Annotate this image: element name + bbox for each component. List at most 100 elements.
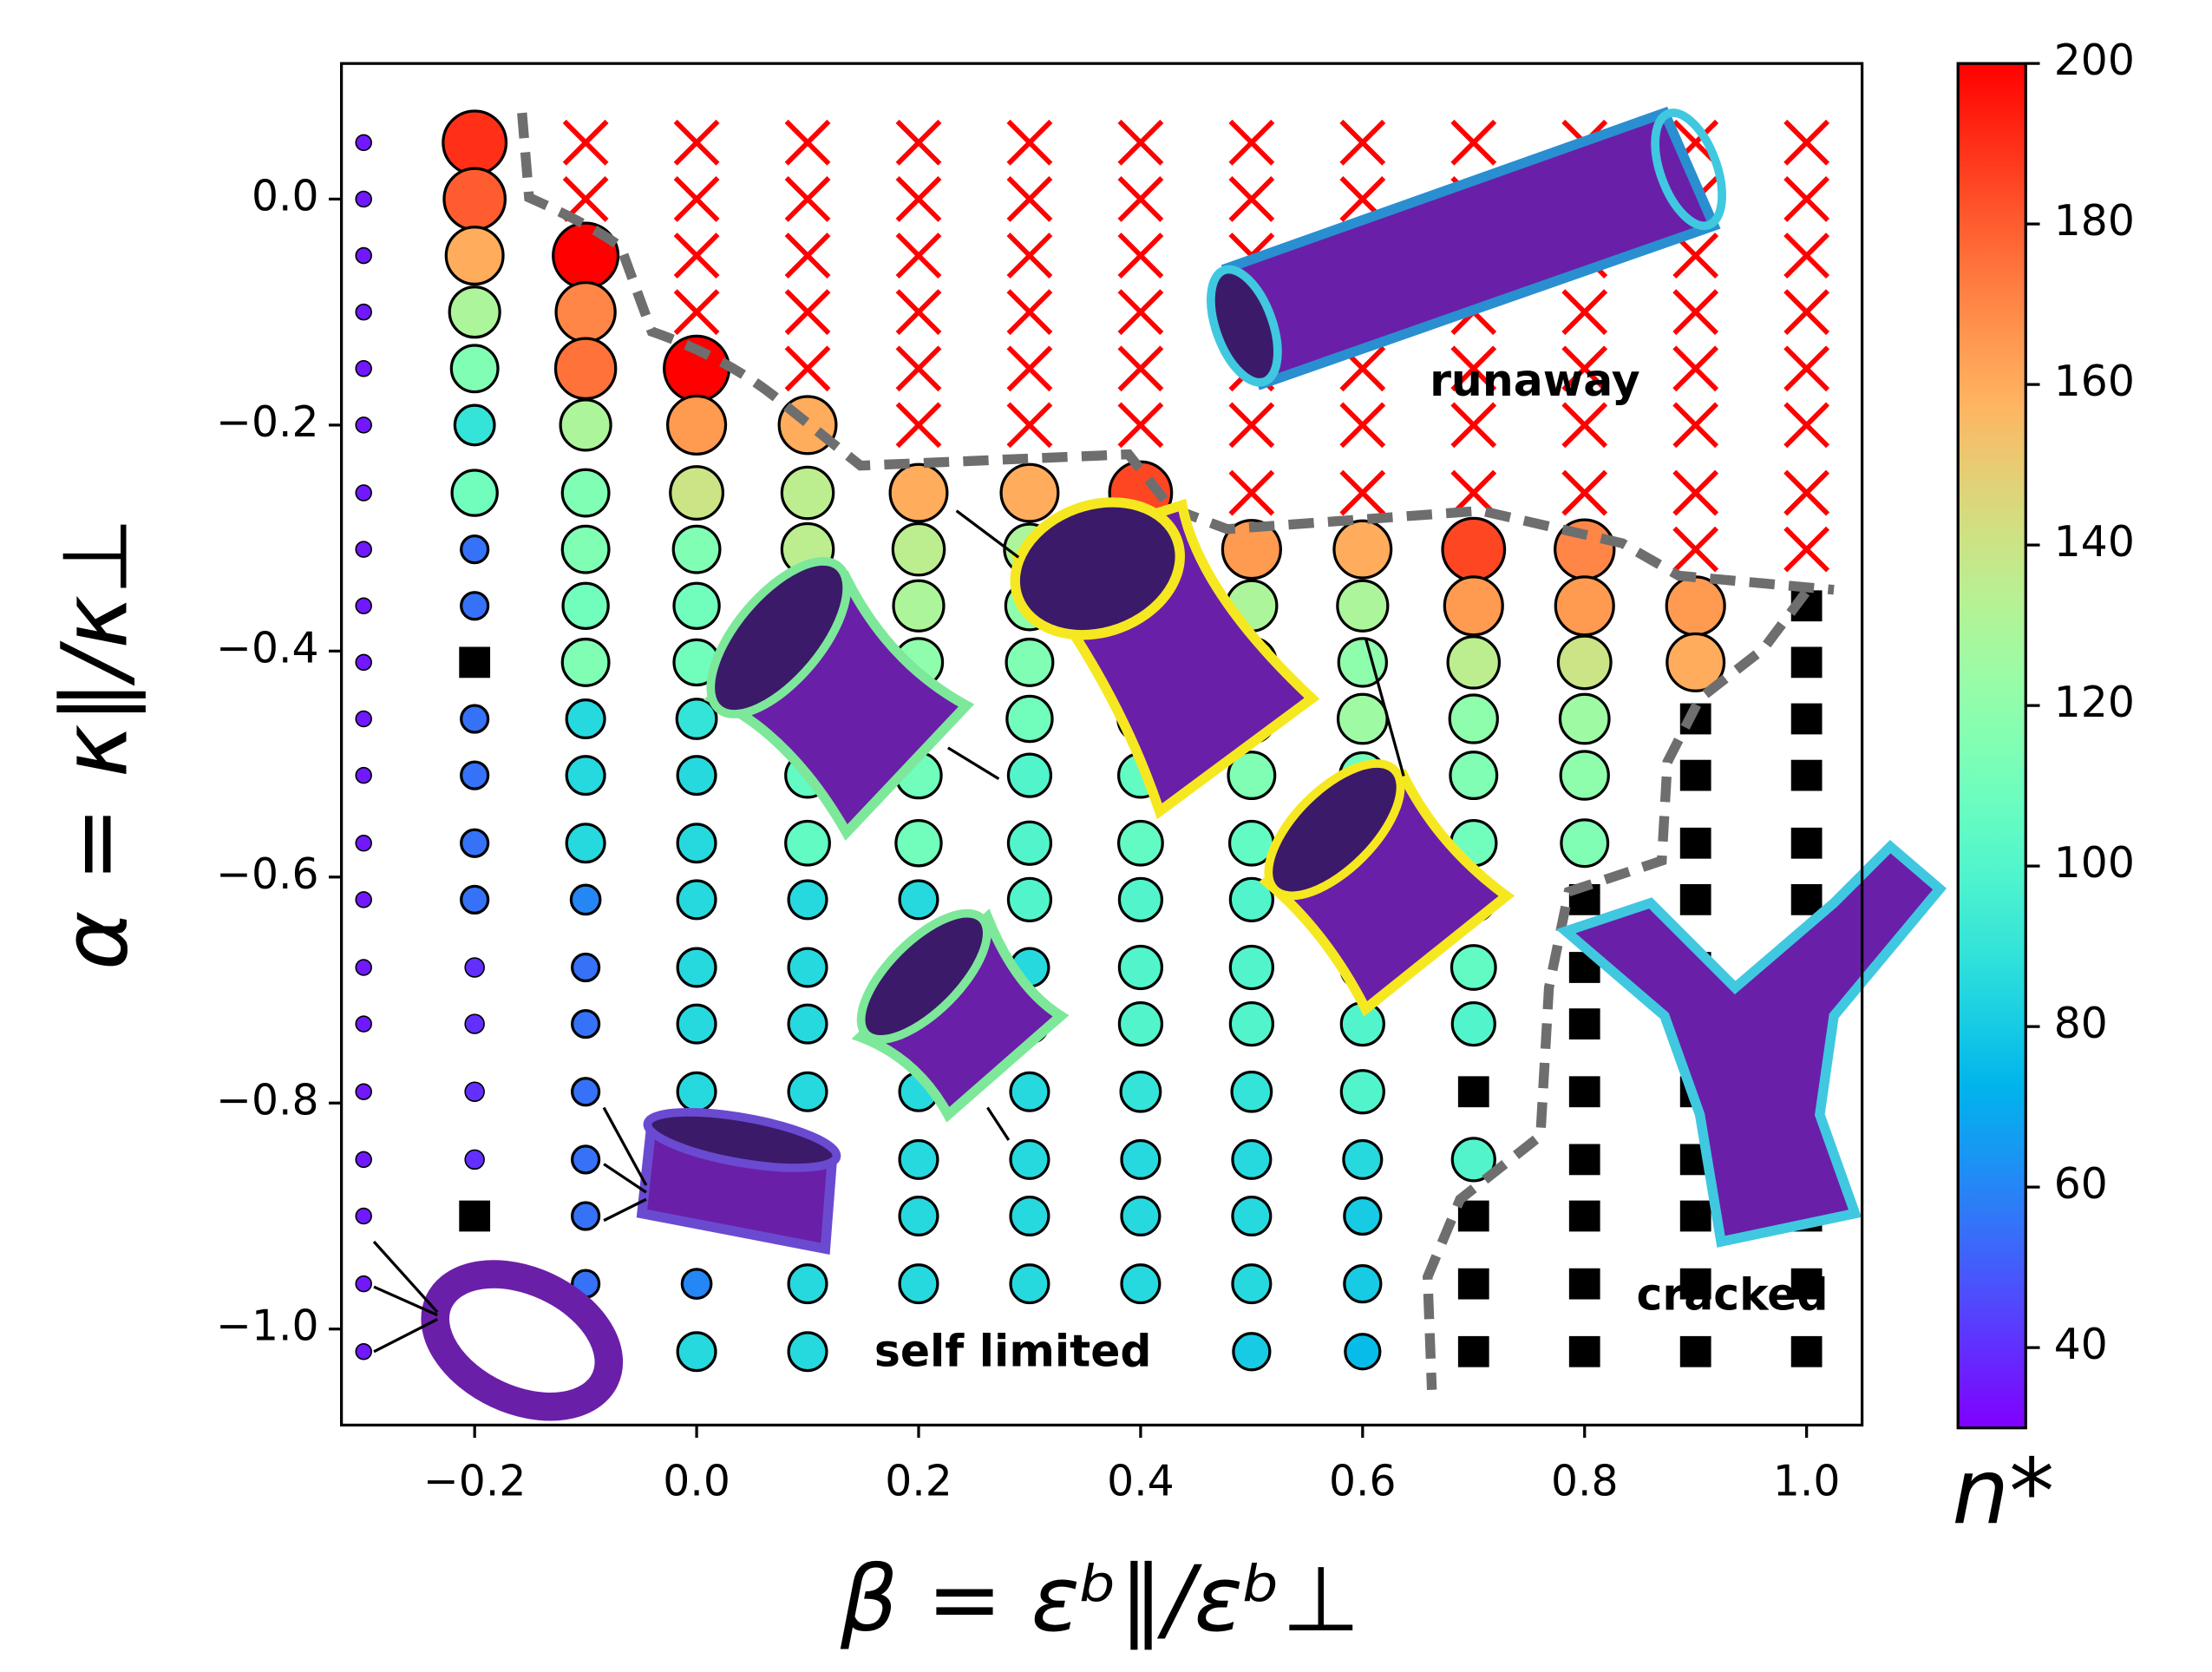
runaway-marker <box>1563 472 1606 515</box>
data-point <box>1560 694 1609 744</box>
cracked-marker <box>1791 646 1823 678</box>
data-point <box>782 467 833 518</box>
colorbar <box>1958 63 2025 1427</box>
runaway-marker <box>898 121 940 164</box>
data-point <box>465 1082 484 1101</box>
data-point <box>1230 947 1273 989</box>
data-point <box>789 948 827 987</box>
data-point <box>1119 821 1163 865</box>
data-point <box>356 485 371 501</box>
cracked-marker <box>1569 1336 1600 1367</box>
runaway-marker <box>1230 178 1273 220</box>
data-point <box>356 1151 371 1167</box>
runaway-marker <box>898 347 940 390</box>
data-point <box>356 248 371 264</box>
colorbar-tick-label: 80 <box>2054 999 2108 1048</box>
data-point <box>356 654 371 670</box>
x-tick-label: 1.0 <box>1773 1457 1841 1506</box>
runaway-marker <box>898 178 940 220</box>
data-point <box>573 1011 599 1038</box>
arrow <box>987 1108 1008 1140</box>
runaway-marker <box>1674 472 1717 515</box>
data-point <box>1561 751 1608 799</box>
cracked-marker <box>1791 704 1823 735</box>
y-tick-label: 0.0 <box>252 171 319 220</box>
cracked-marker <box>1458 1269 1489 1300</box>
data-point <box>1119 947 1162 989</box>
runaway-marker <box>898 291 940 333</box>
data-point <box>1233 1197 1271 1236</box>
colorbar-tick-label: 180 <box>2054 196 2135 246</box>
data-point <box>1011 1072 1049 1111</box>
x-tick-label: 0.0 <box>663 1457 730 1506</box>
data-point <box>356 192 371 207</box>
runaway-marker <box>1230 404 1273 447</box>
cracked-marker <box>459 646 490 678</box>
cracked-marker <box>1569 1076 1600 1107</box>
cracked-marker <box>1569 1008 1600 1039</box>
data-point <box>455 405 494 445</box>
runaway-marker <box>1785 178 1828 220</box>
data-point <box>1121 1072 1161 1111</box>
data-point <box>461 536 488 563</box>
data-point <box>1334 521 1391 578</box>
ring-tube <box>642 1101 841 1249</box>
data-point <box>356 836 371 851</box>
runaway-marker <box>1785 404 1828 447</box>
data-point <box>356 960 371 975</box>
data-point <box>1452 1003 1495 1046</box>
cracked-marker <box>1680 884 1711 915</box>
data-point <box>461 829 488 856</box>
data-point <box>465 958 484 977</box>
cracked-marker <box>1791 760 1823 791</box>
data-point <box>1006 639 1053 686</box>
data-point <box>566 757 605 795</box>
chart: β = εᵇ∥/εᵇ⊥ α = κ∥/κ⊥ n* 406080100120140… <box>0 0 2212 1672</box>
region-label: self limited <box>874 1326 1152 1377</box>
data-point <box>1450 752 1497 799</box>
data-point <box>465 1014 484 1033</box>
colorbar-tick-label: 140 <box>2054 517 2135 567</box>
data-point <box>1338 639 1386 686</box>
data-point <box>789 1265 827 1303</box>
data-point <box>356 892 371 908</box>
data-point <box>1230 1003 1273 1046</box>
data-point <box>356 417 371 433</box>
runaway-marker <box>787 347 829 390</box>
data-point <box>1233 1140 1271 1178</box>
data-point <box>1007 696 1052 741</box>
runaway-marker <box>1785 291 1828 333</box>
y-tick-label: −0.6 <box>216 849 318 899</box>
x-tick-label: 0.8 <box>1551 1457 1619 1506</box>
data-point <box>566 824 605 862</box>
data-point <box>1122 1197 1160 1236</box>
colorbar-label: n* <box>1952 1439 2054 1544</box>
plot-marks <box>356 111 1828 1371</box>
data-point <box>562 469 609 516</box>
data-point <box>668 396 726 454</box>
cracked-marker <box>1569 1201 1600 1232</box>
data-point <box>1451 946 1495 990</box>
data-point <box>1011 1265 1049 1303</box>
runaway-marker <box>676 234 718 277</box>
data-point <box>1558 636 1611 689</box>
data-point <box>356 1276 371 1292</box>
runaway-marker <box>787 234 829 277</box>
data-point <box>1345 1266 1381 1302</box>
data-point <box>446 227 503 285</box>
data-point <box>1119 878 1162 921</box>
cracked-marker <box>1569 1269 1600 1300</box>
cracked-marker <box>1680 828 1711 859</box>
data-point <box>890 464 947 521</box>
data-point <box>789 1333 827 1371</box>
data-point <box>566 700 605 738</box>
x-tick-label: −0.2 <box>423 1457 526 1506</box>
runaway-marker <box>676 121 718 164</box>
data-point <box>673 526 720 573</box>
data-point <box>786 821 830 865</box>
runaway-marker <box>1120 121 1162 164</box>
runaway-marker <box>1674 404 1717 447</box>
data-point <box>571 885 599 914</box>
runaway-marker <box>1009 291 1051 333</box>
data-point <box>555 338 615 398</box>
